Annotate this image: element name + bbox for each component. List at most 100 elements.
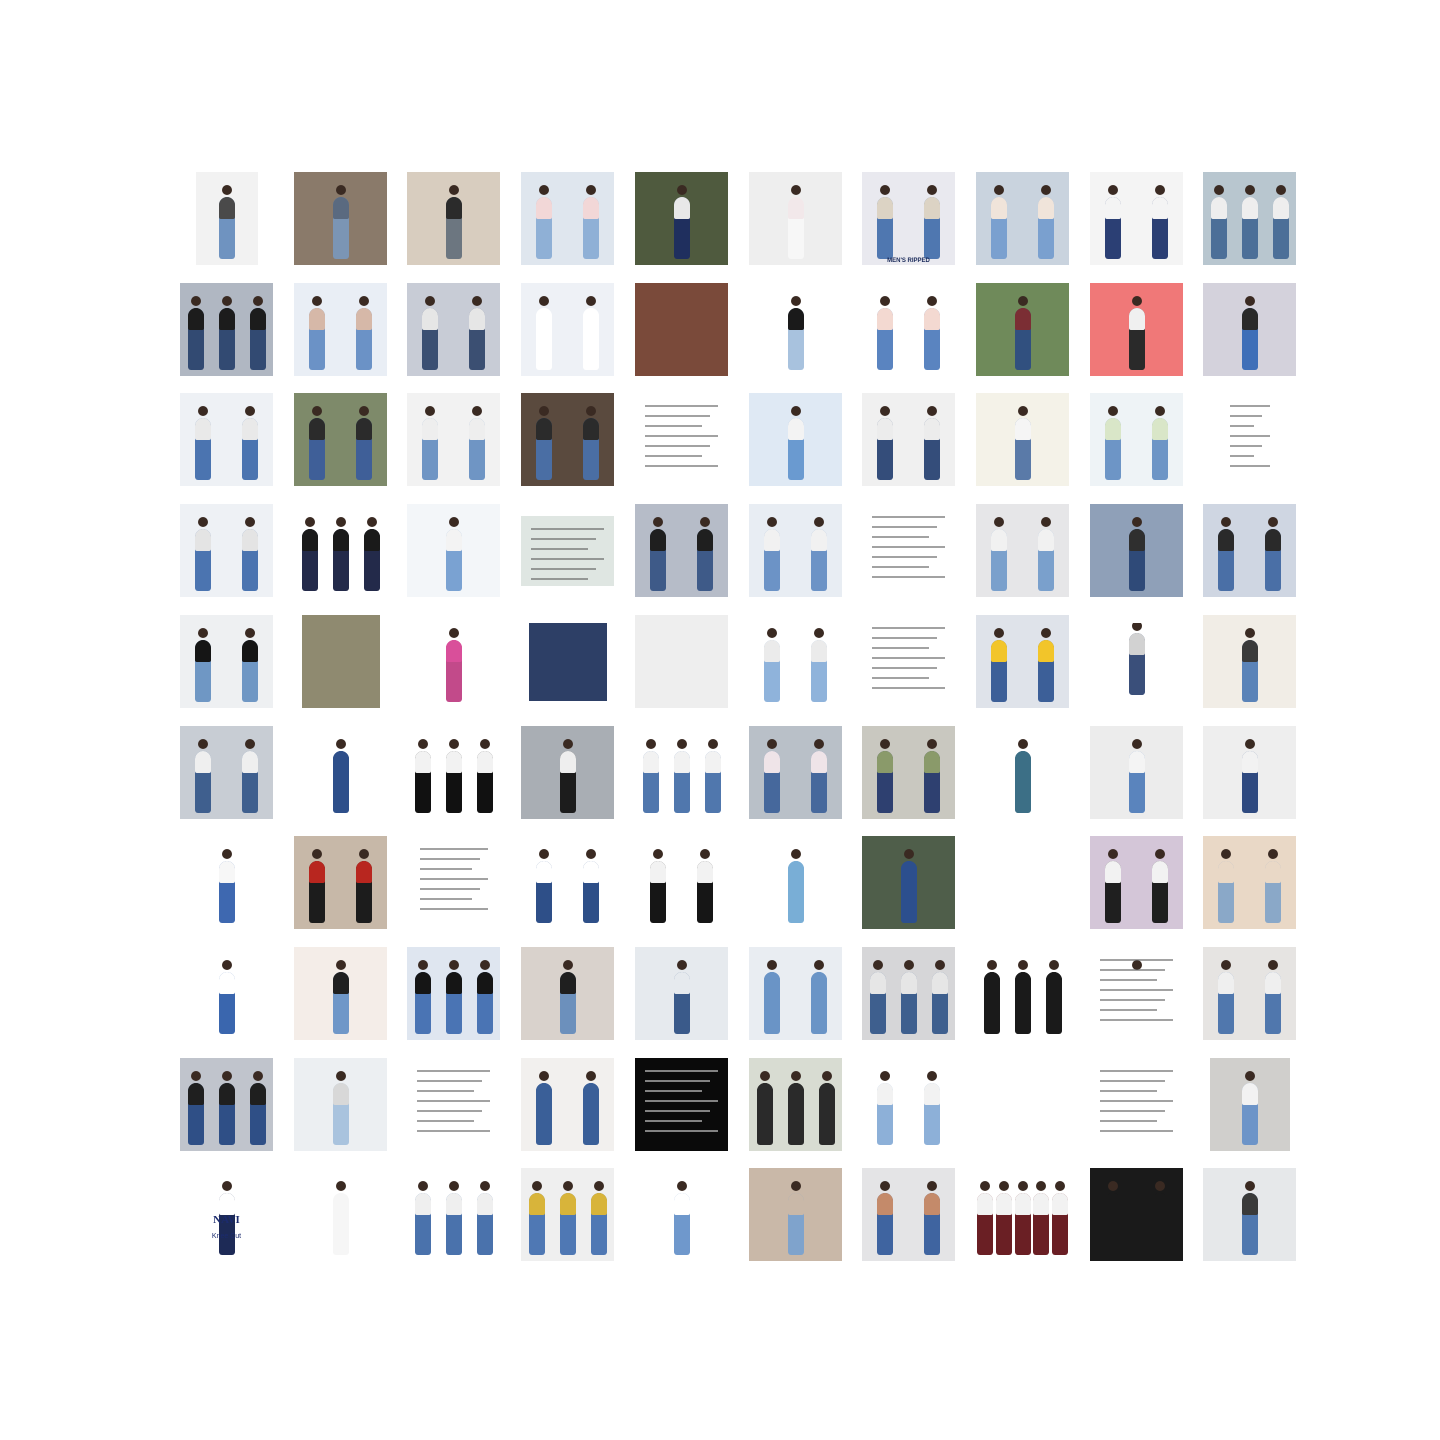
thumbnail-cell xyxy=(635,726,728,819)
text-line xyxy=(419,858,480,860)
thumbnail-cell xyxy=(976,393,1069,486)
product-thumbnail xyxy=(635,836,728,929)
thumbnail-cell xyxy=(521,283,614,376)
model-figure xyxy=(446,517,462,591)
model-figure xyxy=(583,849,599,923)
thumbnail-cell xyxy=(862,1168,955,1261)
thumbnail-cell xyxy=(1203,504,1296,597)
text-line xyxy=(1229,425,1254,427)
model-figure xyxy=(536,849,552,923)
model-figure xyxy=(1152,406,1168,480)
product-thumbnail xyxy=(1090,172,1183,265)
thumbnail-cell xyxy=(1090,836,1183,929)
thumbnail-cell xyxy=(749,947,842,1040)
model-figure xyxy=(1038,628,1054,702)
model-figure xyxy=(583,1071,599,1145)
thumbnail-cell xyxy=(1090,1058,1183,1151)
thumbnail-cell xyxy=(294,283,387,376)
product-thumbnail xyxy=(862,1168,955,1261)
model-figure xyxy=(1015,739,1031,813)
thumbnail-cell xyxy=(862,1058,955,1151)
model-figure xyxy=(924,1071,940,1145)
text-line xyxy=(645,1110,710,1112)
model-figure xyxy=(583,296,599,370)
thumbnail-cell xyxy=(749,283,842,376)
model-figure xyxy=(356,849,372,923)
model-figure xyxy=(1105,1181,1121,1255)
model-figure xyxy=(764,960,780,1034)
thumbnail-cell xyxy=(1203,172,1296,265)
model-figure xyxy=(901,960,917,1034)
model-figure xyxy=(1129,960,1145,1034)
text-line xyxy=(419,868,472,870)
thumbnail-cell xyxy=(976,726,1069,819)
text-line xyxy=(531,557,604,560)
model-figure xyxy=(1033,1181,1049,1255)
model-figure xyxy=(1152,849,1168,923)
thumbnail-cell xyxy=(749,1168,842,1261)
model-figure xyxy=(477,1181,493,1255)
product-thumbnail xyxy=(407,1168,500,1261)
thumbnail-cell xyxy=(521,836,614,929)
text-line xyxy=(419,898,472,900)
thumbnail-cell xyxy=(1090,283,1183,376)
model-figure xyxy=(242,517,258,591)
product-thumbnail xyxy=(407,947,500,1040)
product-thumbnail xyxy=(294,393,387,486)
model-figure xyxy=(870,960,886,1034)
model-figure xyxy=(1129,517,1145,591)
thumbnail-cell xyxy=(976,283,1069,376)
product-thumbnail xyxy=(407,726,500,819)
text-line xyxy=(645,1080,710,1082)
model-figure xyxy=(219,849,235,923)
thumbnail-cell xyxy=(180,393,273,486)
thumbnail-cell xyxy=(635,172,728,265)
model-figure xyxy=(332,1181,349,1255)
model-figure xyxy=(1052,1181,1068,1255)
text-line xyxy=(872,677,929,679)
text-line xyxy=(645,465,718,467)
thumbnail-cell xyxy=(976,504,1069,597)
thumbnail-caption: NAVI xyxy=(213,1214,240,1226)
text-line xyxy=(417,1120,474,1122)
model-figure xyxy=(924,185,940,259)
model-figure xyxy=(477,960,493,1034)
thumbnail-cell xyxy=(976,615,1069,708)
thumbnail-cell xyxy=(1090,947,1183,1040)
product-thumbnail xyxy=(407,283,500,376)
text-line xyxy=(872,536,929,538)
model-figure xyxy=(697,517,713,591)
product-thumbnail xyxy=(521,172,614,265)
text-line xyxy=(872,687,945,689)
model-figure xyxy=(643,739,659,813)
model-figure xyxy=(195,517,211,591)
model-figure xyxy=(650,849,666,923)
thumbnail-cell xyxy=(976,947,1069,1040)
thumbnail-cell xyxy=(862,504,955,597)
model-figure xyxy=(1105,406,1121,480)
model-figure xyxy=(333,960,349,1034)
model-figure xyxy=(924,1181,940,1255)
product-thumbnail xyxy=(180,504,273,597)
model-figure xyxy=(1015,296,1031,370)
text-line xyxy=(1229,465,1270,467)
product-thumbnail xyxy=(862,393,955,486)
model-figure xyxy=(219,960,235,1034)
model-figure xyxy=(422,296,438,370)
thumbnail-cell xyxy=(635,1058,728,1151)
product-thumbnail xyxy=(862,504,955,597)
product-thumbnail xyxy=(976,172,1069,265)
product-thumbnail xyxy=(1203,947,1296,1040)
model-figure xyxy=(302,517,318,591)
product-thumbnail xyxy=(409,836,498,929)
product-thumbnail xyxy=(521,1058,614,1151)
model-figure xyxy=(333,517,349,591)
thumbnail-cell xyxy=(407,283,500,376)
model-figure xyxy=(1241,1071,1258,1145)
product-thumbnail xyxy=(862,615,955,708)
model-figure xyxy=(811,628,827,702)
model-figure xyxy=(674,1181,690,1255)
model-figure xyxy=(788,1071,804,1145)
model-figure xyxy=(333,1071,349,1145)
thumbnail-cell xyxy=(862,836,955,929)
